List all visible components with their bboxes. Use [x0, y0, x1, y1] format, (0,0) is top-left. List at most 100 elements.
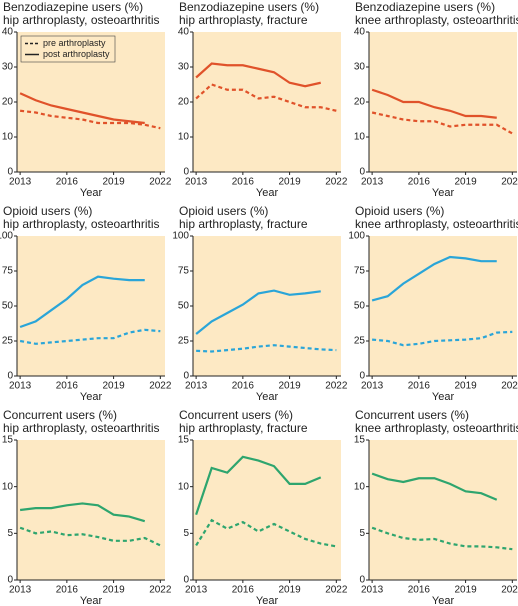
x-axis-label: Year [80, 391, 103, 403]
chart-subtitle: knee arthroplasty, osteoarthritis [355, 13, 518, 27]
x-tick-label: 2016 [232, 381, 255, 392]
y-tick-label: 10 [178, 481, 190, 492]
chart-title: Benzodiazepine users (%) [355, 0, 495, 14]
y-tick-label: 10 [2, 481, 14, 492]
x-tick-label: 2022 [325, 585, 348, 596]
y-tick-label: 75 [2, 266, 14, 277]
series-line [195, 83, 337, 112]
series-line [195, 62, 321, 88]
chart-subtitle: hip arthroplasty, osteoarthritis [3, 421, 160, 435]
series-line [195, 518, 337, 548]
x-axis-label: Year [80, 187, 103, 199]
legend-label: pre arthroplasty [43, 38, 106, 48]
y-tick-label: 25 [354, 336, 366, 347]
series-line [19, 526, 161, 547]
plot-area [17, 236, 165, 376]
y-tick-label: 10 [354, 481, 366, 492]
x-tick-label: 2016 [56, 585, 79, 596]
x-axis-label: Year [256, 595, 279, 606]
x-tick-label: 2016 [408, 585, 431, 596]
chart-title: Benzodiazepine users (%) [3, 0, 143, 14]
chart-title: Opioid users (%) [3, 204, 92, 218]
x-tick-label: 2013 [361, 381, 384, 392]
y-tick-label: 100 [0, 231, 13, 242]
y-tick-label: 0 [7, 575, 13, 586]
chart-title: Opioid users (%) [355, 204, 444, 218]
x-tick-label: 2019 [278, 585, 301, 596]
y-tick-label: 0 [359, 167, 365, 178]
chart-subtitle: hip arthroplasty, osteoarthritis [3, 13, 160, 27]
x-axis-label: Year [80, 595, 103, 606]
chart-title: Concurrent users (%) [3, 408, 117, 422]
plot-area [193, 236, 341, 376]
x-tick-label: 2013 [9, 585, 32, 596]
chart-subtitle: knee arthroplasty, osteoarthritis [355, 217, 518, 231]
y-tick-label: 75 [354, 266, 366, 277]
series-line [19, 328, 161, 345]
series-line [372, 330, 513, 347]
y-tick-label: 15 [178, 435, 190, 446]
x-tick-label: 2019 [454, 177, 477, 188]
y-tick-label: 100 [348, 231, 365, 242]
y-tick-label: 75 [178, 266, 190, 277]
series-line [19, 275, 145, 329]
y-tick-label: 30 [178, 62, 190, 73]
y-tick-label: 15 [354, 435, 366, 446]
x-tick-label: 2019 [278, 381, 301, 392]
x-tick-label: 2022 [501, 177, 518, 188]
y-tick-label: 25 [2, 336, 14, 347]
x-axis-label: Year [432, 391, 455, 403]
y-tick-label: 40 [354, 27, 366, 38]
series-line [19, 109, 161, 130]
x-tick-label: 2016 [232, 177, 255, 188]
chart-title: Concurrent users (%) [355, 408, 469, 422]
x-axis-label: Year [432, 595, 455, 606]
y-tick-label: 20 [354, 97, 366, 108]
x-axis-label: Year [256, 187, 279, 199]
y-tick-label: 20 [178, 97, 190, 108]
x-tick-label: 2013 [361, 585, 384, 596]
x-tick-label: 2022 [325, 381, 348, 392]
x-tick-label: 2022 [149, 381, 172, 392]
plot-area [193, 32, 341, 172]
plot-area [193, 440, 341, 580]
chart-subtitle: hip arthroplasty, fracture [179, 217, 308, 231]
series-line [371, 88, 497, 119]
plot-area [369, 236, 517, 376]
y-tick-label: 50 [178, 301, 190, 312]
y-tick-label: 30 [354, 62, 366, 73]
x-tick-label: 2022 [501, 585, 518, 596]
plot-area [17, 440, 165, 580]
x-tick-label: 2019 [454, 585, 477, 596]
x-tick-label: 2013 [9, 381, 32, 392]
x-tick-label: 2019 [102, 585, 125, 596]
series-line [19, 502, 146, 523]
y-tick-label: 50 [354, 301, 366, 312]
y-tick-label: 0 [7, 371, 13, 382]
x-tick-label: 2013 [185, 585, 208, 596]
y-tick-label: 5 [7, 528, 13, 539]
y-tick-label: 100 [172, 231, 189, 242]
chart-subtitle: hip arthroplasty, fracture [179, 13, 308, 27]
x-tick-label: 2013 [361, 177, 384, 188]
x-axis-label: Year [432, 187, 455, 199]
y-tick-label: 50 [2, 301, 14, 312]
y-tick-label: 40 [178, 27, 190, 38]
x-tick-label: 2022 [501, 381, 518, 392]
x-tick-label: 2016 [408, 177, 431, 188]
series-line [19, 92, 145, 125]
chart-title: Concurrent users (%) [179, 408, 293, 422]
y-tick-label: 10 [178, 132, 190, 143]
x-tick-label: 2016 [56, 177, 79, 188]
plot-area [369, 32, 517, 172]
chart-subtitle: hip arthroplasty, osteoarthritis [3, 217, 160, 231]
y-tick-label: 40 [2, 27, 14, 38]
series-line [371, 111, 513, 135]
x-tick-label: 2016 [408, 381, 431, 392]
y-tick-label: 0 [183, 371, 189, 382]
x-tick-label: 2022 [325, 177, 348, 188]
series-line [371, 472, 498, 501]
legend-label: post arthroplasty [43, 49, 110, 59]
